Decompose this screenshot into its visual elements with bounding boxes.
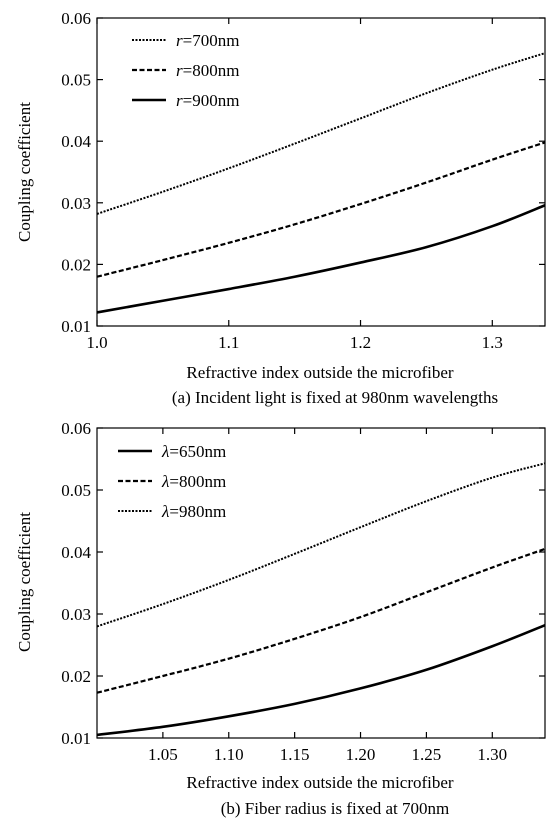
- y-tick-label: 0.06: [61, 419, 91, 438]
- figure-caption: (a) Incident light is fixed at 980nm wav…: [172, 388, 498, 407]
- legend-label: λ=800nm: [161, 472, 226, 491]
- y-ticks: 0.01 0.02 0.03 0.04 0.05 0.06: [61, 9, 545, 336]
- x-axis-label: Refractive index outside the microfiber: [186, 363, 454, 382]
- legend-label: r=900nm: [176, 91, 239, 110]
- legend-label: r=700nm: [176, 31, 239, 50]
- y-ticks: 0.01 0.02 0.03 0.04 0.05 0.06: [61, 419, 545, 748]
- series-line: [96, 462, 546, 628]
- legend-label: λ=980nm: [161, 502, 226, 521]
- y-tick-label: 0.02: [61, 255, 91, 274]
- series-line: [96, 141, 546, 278]
- x-axis-label: Refractive index outside the microfiber: [186, 773, 454, 792]
- x-tick-label: 1.05: [148, 745, 178, 764]
- y-tick-label: 0.04: [61, 543, 91, 562]
- series-group: [96, 52, 546, 314]
- y-tick-label: 0.03: [61, 194, 91, 213]
- y-tick-label: 0.02: [61, 667, 91, 686]
- y-axis-label: Coupling coefficient: [15, 102, 34, 242]
- series-line: [96, 204, 546, 314]
- x-ticks: 1.05 1.10 1.15 1.20 1.25 1.30: [148, 428, 507, 764]
- series-line: [96, 52, 546, 215]
- x-tick-label: 1.25: [412, 745, 442, 764]
- x-tick-label: 1.1: [218, 333, 239, 352]
- legend: λ=650nm λ=800nm λ=980nm: [118, 442, 226, 521]
- y-tick-label: 0.01: [61, 729, 91, 748]
- y-tick-label: 0.01: [61, 317, 91, 336]
- y-tick-label: 0.03: [61, 605, 91, 624]
- panel-b: 0.01 0.02 0.03 0.04 0.05 0.06 1.05 1.10 1.15 1.2…: [15, 419, 546, 818]
- y-tick-label: 0.05: [61, 71, 91, 90]
- legend-label: λ=650nm: [161, 442, 226, 461]
- figure-caption: (b) Fiber radius is fixed at 700nm: [221, 799, 450, 818]
- y-axis-label: Coupling coefficient: [15, 512, 34, 652]
- x-tick-label: 1.10: [214, 745, 244, 764]
- plot-frame: [96, 17, 546, 327]
- x-tick-label: 1.0: [86, 333, 107, 352]
- x-tick-label: 1.15: [280, 745, 310, 764]
- x-ticks: 1.0 1.1 1.2 1.3: [86, 18, 503, 352]
- y-tick-label: 0.06: [61, 9, 91, 28]
- legend-label: r=800nm: [176, 61, 239, 80]
- panel-a: 0.01 0.02 0.03 0.04 0.05 0.06 1.0 1.1 1.2 1.3 r=…: [15, 9, 546, 407]
- plot-frame: [96, 427, 546, 739]
- series-line: [96, 547, 546, 694]
- y-tick-label: 0.04: [61, 132, 91, 151]
- x-tick-label: 1.30: [477, 745, 507, 764]
- series-line: [96, 623, 546, 737]
- y-tick-label: 0.05: [61, 481, 91, 500]
- x-tick-label: 1.3: [482, 333, 503, 352]
- x-tick-label: 1.2: [350, 333, 371, 352]
- x-tick-label: 1.20: [346, 745, 376, 764]
- series-group: [96, 462, 546, 737]
- legend: r=700nm r=800nm r=900nm: [132, 31, 239, 110]
